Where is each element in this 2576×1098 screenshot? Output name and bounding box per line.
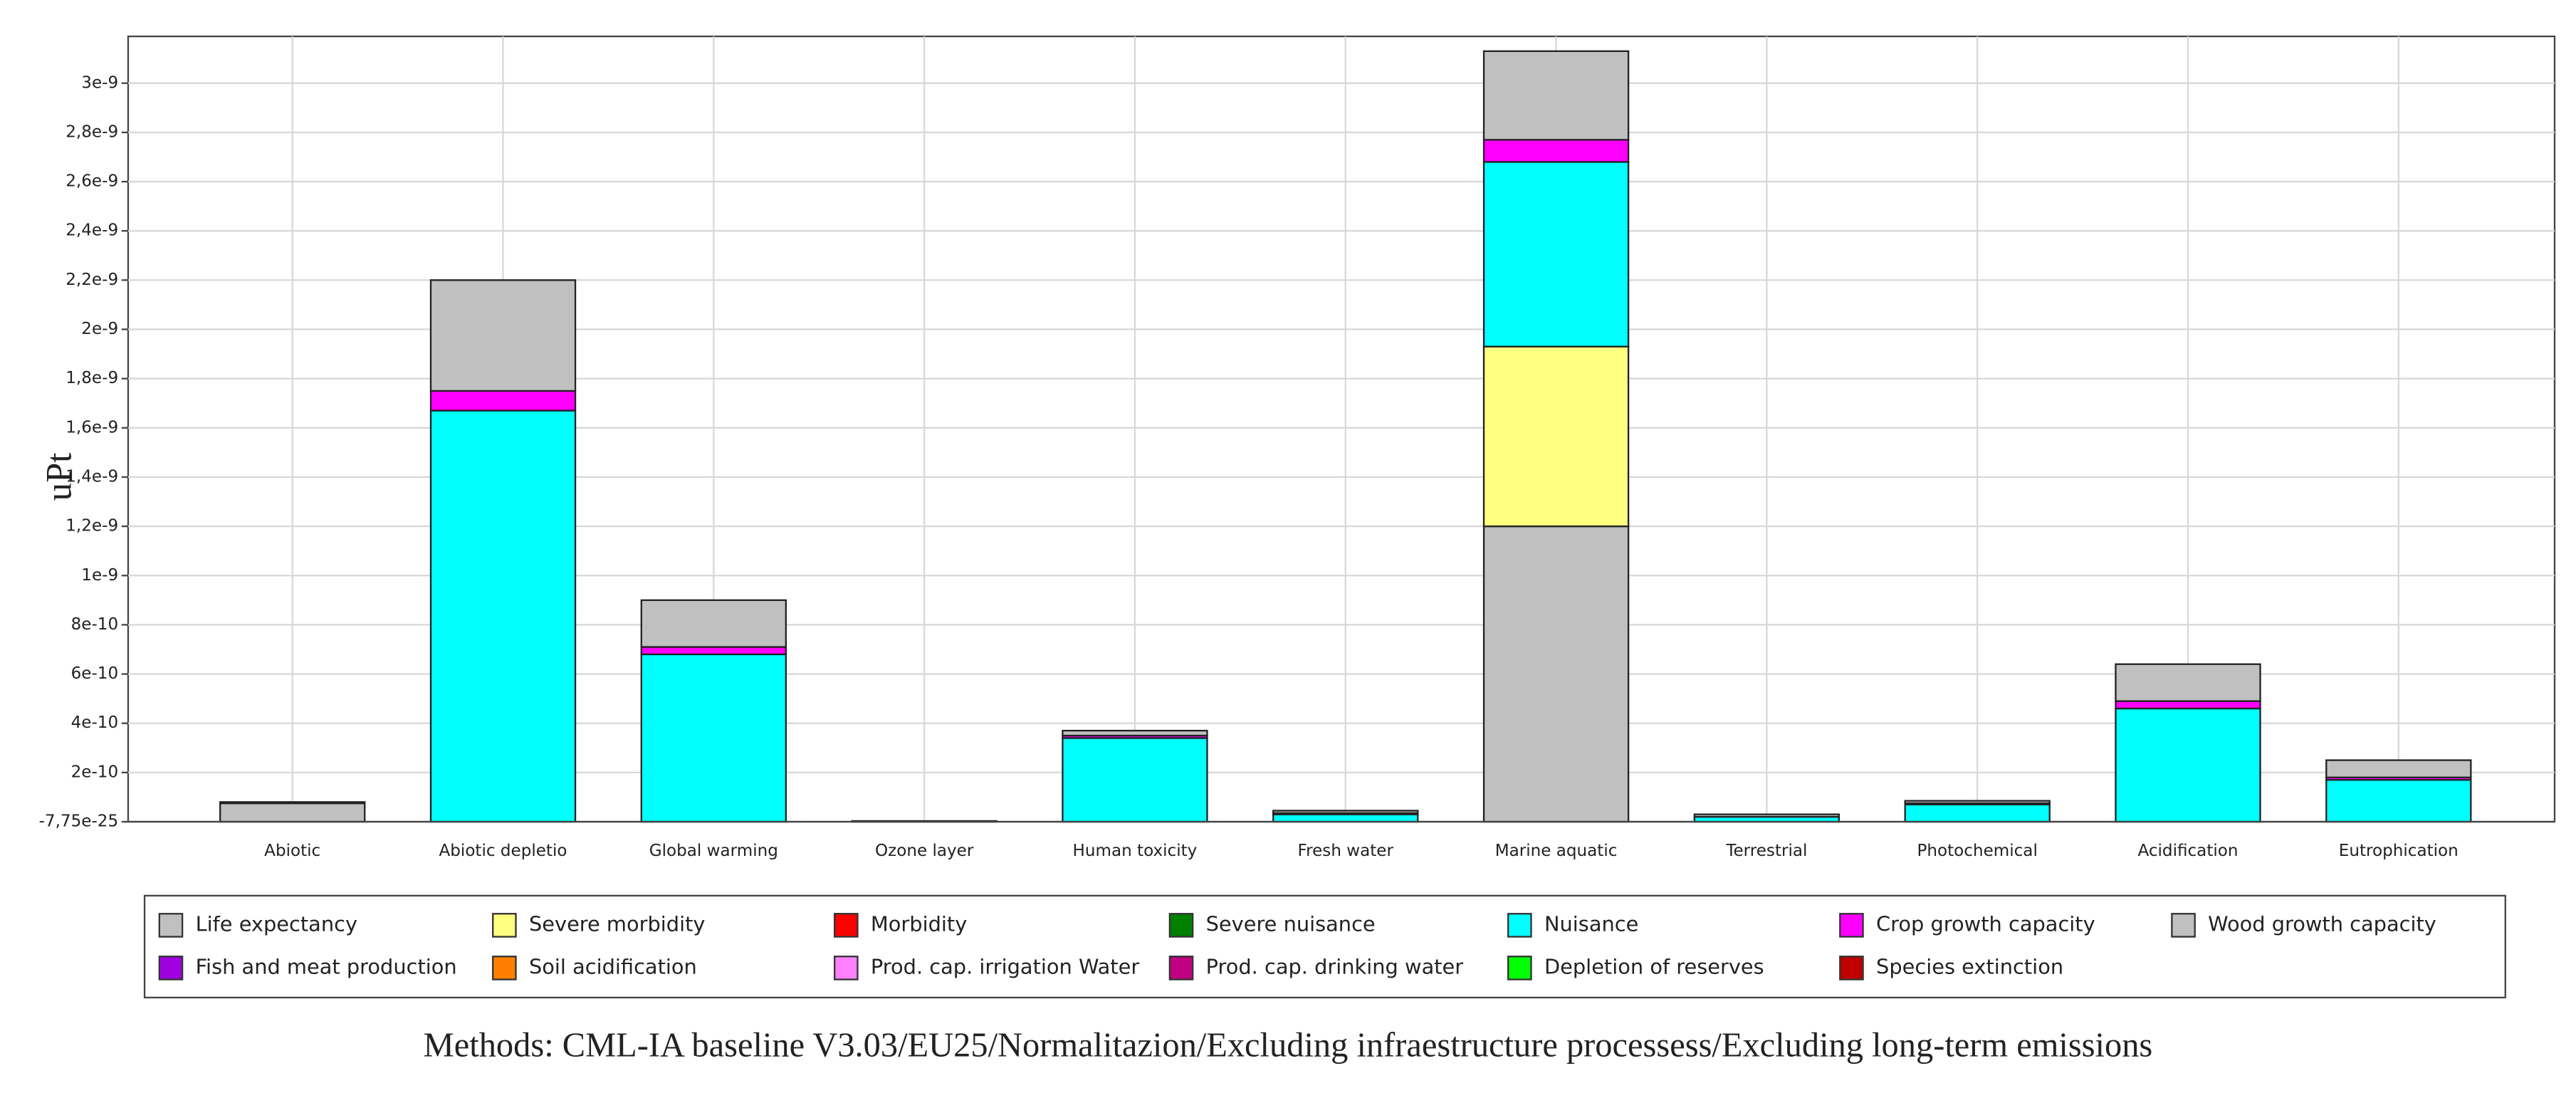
y-tick-label: 1,6e-9: [66, 418, 118, 436]
y-tick-label: 2e-10: [71, 763, 119, 781]
y-tick-label: -7,75e-25: [39, 812, 119, 831]
y-tick-label: 3e-9: [81, 73, 118, 92]
legend-swatch: [492, 956, 517, 981]
y-tick-label: 2e-9: [81, 320, 118, 338]
bar-segment: [2115, 700, 2261, 710]
bar-segment: [1482, 139, 1630, 163]
y-tick-label: 2,6e-9: [66, 172, 118, 191]
legend-swatch: [1839, 913, 1864, 938]
x-tick-label: Global warming: [649, 842, 778, 860]
legend-label: Nuisance: [1544, 911, 1638, 936]
bar-segment: [1272, 810, 1419, 815]
legend-swatch: [1168, 913, 1194, 938]
bar-segment: [429, 389, 577, 412]
x-tick-label: Eutrophication: [2339, 842, 2459, 860]
legend-swatch: [1507, 956, 1532, 981]
bar-segment: [640, 599, 787, 648]
legend-label: Life expectancy: [196, 911, 357, 936]
bar-segment: [1482, 161, 1630, 347]
legend-swatch: [834, 956, 859, 981]
y-tick-label: 6e-10: [71, 664, 119, 683]
bar-segment: [1482, 50, 1630, 141]
legend-swatch: [834, 913, 859, 938]
y-tick-label: 2,2e-9: [66, 271, 118, 289]
x-tick-label: Fresh water: [1298, 842, 1394, 860]
bar-segment: [219, 802, 366, 823]
footnote: Methods: CML-IA baseline V3.03/EU25/Norm…: [424, 1027, 2153, 1065]
legend-label: Species extinction: [1876, 954, 2063, 978]
legend-swatch: [492, 913, 517, 938]
legend-swatch: [1839, 956, 1864, 981]
bar-segment: [1904, 803, 2051, 823]
legend-label: Wood growth capacity: [2208, 911, 2436, 936]
x-tick-label: Human toxicity: [1073, 842, 1198, 860]
legend-swatch: [158, 913, 184, 938]
legend-swatch: [1168, 956, 1194, 981]
bar-segment: [2325, 779, 2472, 823]
bar-segment: [2115, 663, 2261, 702]
bar-segment: [1062, 737, 1208, 823]
x-tick-label: Marine aquatic: [1495, 842, 1618, 860]
legend-box: [143, 894, 2506, 999]
bar-segment: [1693, 813, 1841, 818]
x-tick-label: Abiotic depletio: [439, 842, 567, 860]
bar-segment: [1904, 800, 2051, 805]
x-tick-label: Abiotic: [264, 842, 320, 860]
bar-segment: [1062, 729, 1208, 737]
y-tick-label: 1,2e-9: [66, 517, 118, 535]
x-tick-label: Photochemical: [1917, 842, 2037, 860]
legend-swatch: [158, 956, 184, 981]
legend-swatch: [2171, 913, 2196, 938]
y-tick-label: 2,4e-9: [66, 221, 118, 240]
y-axis-label: uPt: [38, 453, 78, 501]
y-tick-label: 4e-10: [71, 713, 119, 732]
legend-label: Severe nuisance: [1206, 911, 1376, 936]
legend-label: Severe morbidity: [529, 911, 706, 936]
legend-label: Crop growth capacity: [1876, 911, 2095, 936]
bar-segment: [219, 801, 366, 805]
legend-label: Prod. cap. irrigation Water: [871, 954, 1139, 978]
bar-segment: [429, 279, 577, 392]
y-tick-label: 2,8e-9: [66, 122, 118, 141]
bar-segment: [1272, 813, 1419, 823]
y-tick-label: 8e-10: [71, 615, 119, 634]
y-tick-label: 1,4e-9: [66, 467, 118, 486]
legend-label: Depletion of reserves: [1544, 954, 1764, 978]
bar-segment: [1482, 525, 1630, 823]
legend-label: Soil acidification: [529, 954, 697, 978]
y-tick-label: 1e-9: [81, 566, 118, 585]
bar-segment: [1482, 345, 1630, 528]
bar-segment: [429, 409, 577, 823]
bar-segment: [640, 653, 787, 823]
bar-segment: [640, 646, 787, 656]
x-tick-label: Terrestrial: [1725, 842, 1807, 860]
legend-swatch: [1507, 913, 1532, 938]
legend-label: Morbidity: [871, 911, 967, 936]
x-tick-label: Ozone layer: [875, 842, 974, 860]
legend-label: Fish and meat production: [196, 954, 457, 978]
x-tick-label: Acidification: [2137, 842, 2238, 860]
y-tick-label: 1,8e-9: [66, 369, 118, 387]
legend-label: Prod. cap. drinking water: [1206, 954, 1464, 978]
bar-segment: [2115, 707, 2261, 823]
bar-segment: [2325, 759, 2472, 778]
